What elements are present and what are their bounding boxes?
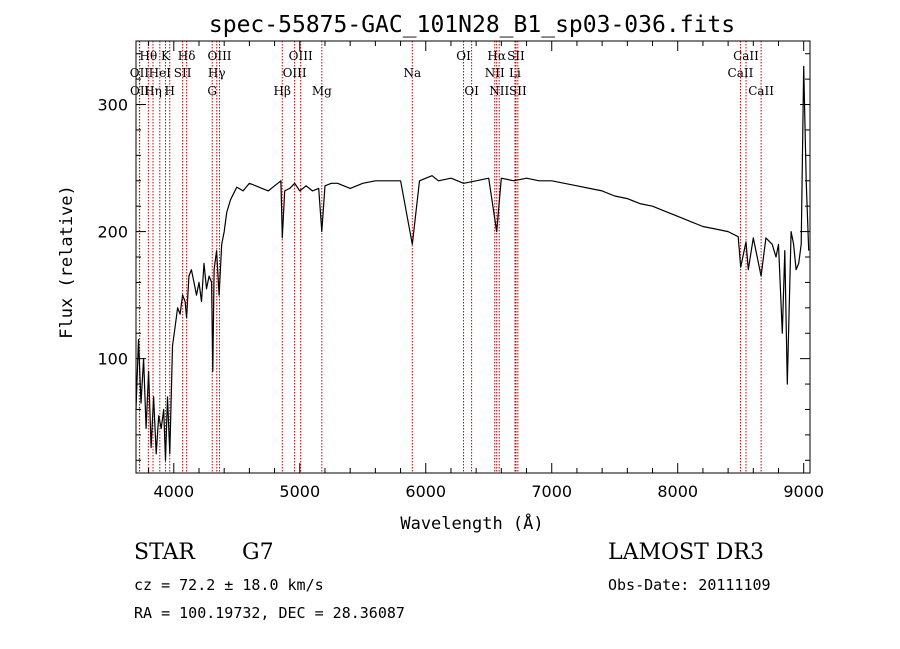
x-tick-label: 4000 <box>153 482 194 501</box>
emission-line-label: Hγ <box>208 66 226 80</box>
emission-line-label: OIII <box>289 49 313 63</box>
emission-line-label: HeI <box>149 66 172 80</box>
emission-line-label: OI <box>456 49 471 63</box>
emission-line-label: SII <box>509 84 527 98</box>
redshift-velocity: cz = 72.2 ± 18.0 km/s <box>134 576 324 594</box>
emission-line-label: OII <box>130 84 150 98</box>
emission-line-label: Hδ <box>178 49 196 63</box>
emission-line-label: SII <box>174 66 192 80</box>
emission-line-label: CaII <box>733 49 759 63</box>
emission-line-label: Mg <box>312 84 332 98</box>
spectrum-series-line <box>135 65 810 461</box>
emission-line-label: Hβ <box>274 84 291 98</box>
emission-line-label: NII <box>485 66 505 80</box>
x-tick-label: 8000 <box>657 482 698 501</box>
spectral-subclass: G7 <box>242 540 274 565</box>
chart-title: spec-55875-GAC_101N28_B1_sp03-036.fits <box>209 12 735 38</box>
emission-line-label: Hη <box>144 84 162 98</box>
emission-line-label: OIII <box>207 49 231 63</box>
emission-line-label: SII <box>507 49 525 63</box>
survey-name: LAMOST DR3 <box>608 540 764 565</box>
emission-line-label: Hθ <box>139 49 157 63</box>
emission-line-label: H <box>165 84 175 98</box>
emission-line-label: Li <box>509 66 521 80</box>
emission-line-label: OIII <box>283 66 307 80</box>
plot-frame <box>135 40 811 474</box>
y-tick-label: 300 <box>97 96 128 115</box>
x-tick-label: 7000 <box>531 482 572 501</box>
y-axis-label: Flux (relative) <box>57 185 77 339</box>
emission-line-label: OII <box>130 66 150 80</box>
y-tick-label: 100 <box>97 350 128 369</box>
emission-line-label: CaII <box>728 66 754 80</box>
emission-line-label: G <box>207 84 217 98</box>
emission-line-label: NII <box>489 84 509 98</box>
emission-line-label: Na <box>403 66 421 80</box>
object-class: STAR <box>134 540 195 565</box>
x-tick-label: 5000 <box>279 482 320 501</box>
x-axis-label: Wavelength (Å) <box>400 512 543 534</box>
coordinates: RA = 100.19732, DEC = 28.36087 <box>134 604 405 622</box>
y-axis: 100 200 300 <box>97 53 810 461</box>
x-tick-label: 6000 <box>405 482 446 501</box>
emission-line-markers <box>138 41 762 473</box>
emission-line-label: CaII <box>748 84 774 98</box>
observation-date: Obs-Date: 20111109 <box>608 576 771 594</box>
emission-line-label: Hα <box>487 49 506 63</box>
emission-line-label: K <box>161 49 171 63</box>
emission-line-label: OI <box>464 84 479 98</box>
x-axis: 4000 5000 6000 7000 8000 9000 <box>148 41 824 501</box>
x-tick-label: 9000 <box>783 482 824 501</box>
y-tick-label: 200 <box>97 223 128 242</box>
